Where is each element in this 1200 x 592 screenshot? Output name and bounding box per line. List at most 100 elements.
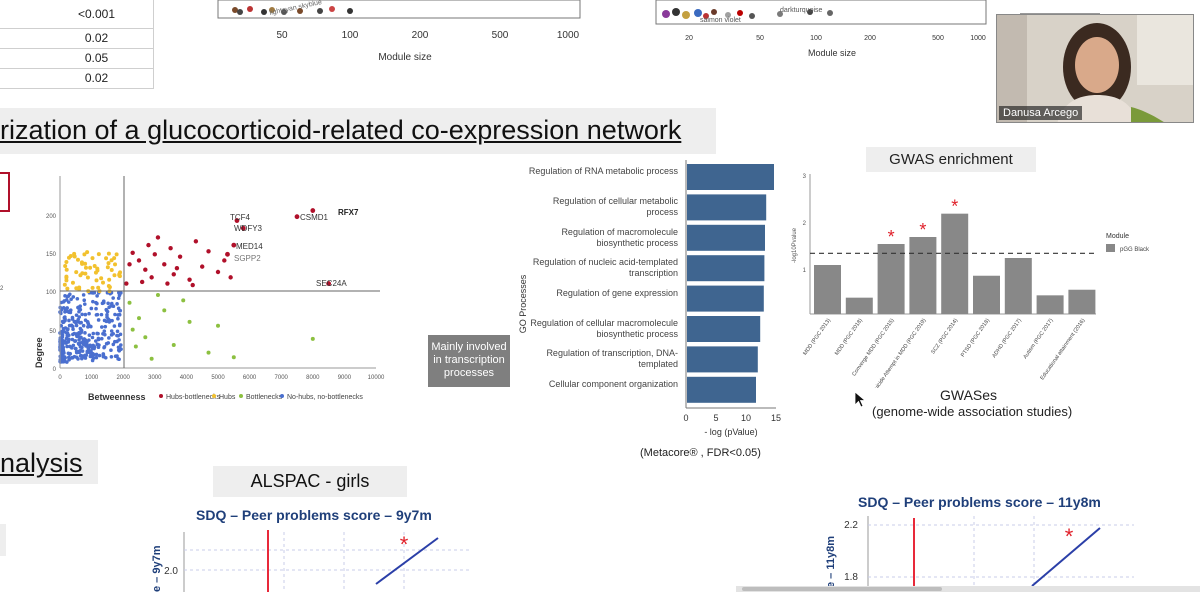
gwas-category-label: ADHD (PGC 2017) <box>991 318 1023 360</box>
scatter-point <box>99 312 104 317</box>
scatter-point <box>99 325 104 329</box>
scatter-point <box>81 342 86 347</box>
alspac-title: ALSPAC - girls <box>213 466 407 497</box>
scatter-point <box>225 251 230 257</box>
scatter-point <box>61 326 66 331</box>
module-size-plot-left: lightcyan skyblue 50 100 200 500 1000 Mo… <box>217 0 581 63</box>
callout-line: in transcription <box>433 354 505 366</box>
y-tick: 0 <box>53 367 57 373</box>
participant-video-tile[interactable]: Danusa Arcego <box>996 14 1194 123</box>
scatter-point <box>118 308 123 313</box>
x-tick: 9000 <box>338 375 352 381</box>
scatter-point <box>112 273 117 278</box>
scatter-point <box>64 336 69 341</box>
gene-label: WDFY3 <box>234 224 263 233</box>
scatter-point <box>105 309 110 314</box>
scatter-point <box>162 262 167 267</box>
scatter-point <box>109 354 114 359</box>
horizontal-scrollbar[interactable] <box>736 586 1200 592</box>
scatter-point <box>187 319 192 324</box>
scatter-point <box>68 292 72 297</box>
scatter-point <box>222 258 227 263</box>
scatter-point <box>76 341 81 346</box>
scatter-point <box>106 251 111 256</box>
scatter-point <box>80 356 84 361</box>
module-size-plot-right: salmon violet darkturquoise 20 50 100 20… <box>655 0 987 58</box>
pvalue-table: <0.001 0.02 0.05 0.02 <box>0 0 154 89</box>
gene-label: SEC24A <box>316 279 347 288</box>
scatter-point <box>101 299 106 304</box>
scatter-point <box>64 278 69 283</box>
tick-label: 100 <box>342 30 359 41</box>
legend-label: Hubs-bottlenecks <box>166 394 221 401</box>
sdq-left-title: SDQ – Peer problems score – 9y7m <box>196 507 432 523</box>
scatter-point <box>83 271 88 276</box>
scatter-point <box>65 360 69 364</box>
scatter-point <box>103 332 107 337</box>
left-edge-box <box>0 524 6 556</box>
scatter-point <box>310 336 315 341</box>
gwas-bar <box>973 275 1000 314</box>
scatter-point <box>177 254 183 259</box>
significance-star: * <box>400 532 409 557</box>
x-tick: 1000 <box>85 375 99 381</box>
scatter-point <box>118 322 122 327</box>
metacore-note: (Metacore® , FDR<0.05) <box>640 447 761 459</box>
scatter-point <box>71 327 75 332</box>
go-bar <box>687 224 765 251</box>
plot-frame <box>655 0 987 25</box>
scatter-point <box>116 357 120 361</box>
gwas-enrichment-chart: 1 2 3 -log10Pvalue * * * MDD (PGC 2013) MDD… <box>792 174 1150 388</box>
scatter-point <box>187 277 192 282</box>
scatter-point <box>60 335 65 339</box>
scatter-point <box>92 263 97 268</box>
svg-text:lightcyan skyblue: lightcyan skyblue <box>269 0 323 17</box>
scatter-point <box>67 352 72 356</box>
x-tick: 5000 <box>211 375 225 381</box>
scatter-point <box>96 318 101 322</box>
scatter-point <box>64 260 69 265</box>
scatter-point <box>69 297 73 302</box>
scatter-point <box>115 333 119 338</box>
scatter-point <box>105 313 109 317</box>
gwas-category-label: PTSD (PGC 2018) <box>960 318 991 359</box>
scatter-point <box>136 258 142 263</box>
go-bar <box>687 346 758 373</box>
scatter-point <box>91 356 96 361</box>
scatter-point <box>111 304 116 309</box>
gwas-category-label: MDD (PGC 2013) <box>802 318 832 357</box>
x-axis-label: Betweenness <box>88 392 146 402</box>
scrollbar-thumb[interactable] <box>742 587 942 591</box>
gwases-label: GWASes <box>940 387 998 403</box>
x-tick: 0 <box>58 375 62 381</box>
tick-label: 50 <box>276 30 288 41</box>
scatter-point <box>85 350 90 354</box>
svg-text:darkturquoise: darkturquoise <box>780 7 823 14</box>
scatter-point <box>70 337 75 342</box>
scatter-point <box>99 276 104 281</box>
go-bar <box>687 164 774 190</box>
go-processes-chart: 0 5 10 15 GO Processes - log (pValue) <box>518 160 781 437</box>
sdq-left-plot: * 2.0 e – 9y7m <box>151 530 470 592</box>
table-cell: <0.001 <box>0 0 154 29</box>
scatter-point <box>96 252 101 257</box>
x-tick: 6000 <box>243 375 257 381</box>
scatter-point <box>130 250 135 255</box>
scatter-point <box>61 306 66 310</box>
svg-text:salmon violet: salmon violet <box>700 17 741 24</box>
scatter-point <box>78 307 83 312</box>
cropped-label-fragment <box>1020 4 1100 14</box>
scatter-point <box>102 344 107 349</box>
scatter-point <box>85 342 89 347</box>
scatter-point <box>106 261 111 266</box>
legend-label: Hubs <box>219 394 236 401</box>
scatter-point <box>77 338 81 342</box>
y-tick: 150 <box>46 252 57 258</box>
scatter-point <box>66 340 71 344</box>
scatter-point <box>231 242 237 248</box>
scatter-point <box>94 339 98 343</box>
scatter-point <box>82 252 87 257</box>
clustered-points: salmon violet darkturquoise <box>662 7 833 24</box>
tick-label: 200 <box>412 30 429 41</box>
scatter-point <box>171 272 176 277</box>
